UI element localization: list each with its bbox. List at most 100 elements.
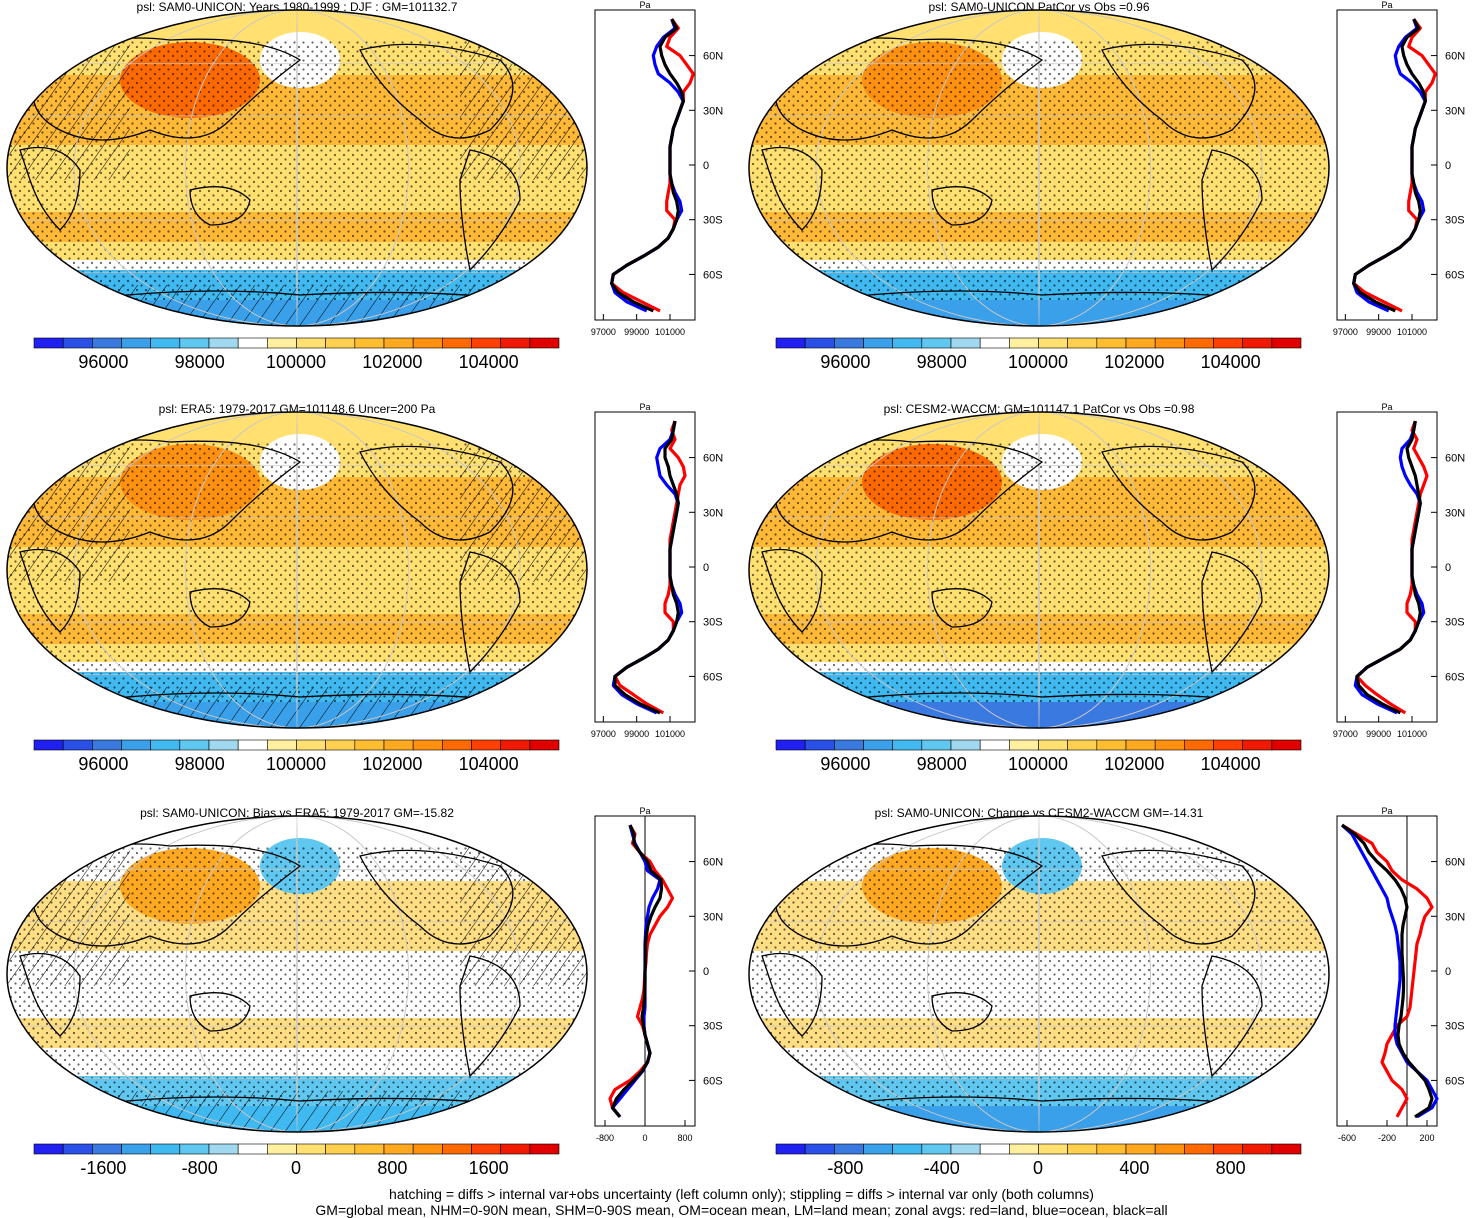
colorbar-swatch xyxy=(500,337,531,349)
graticule-meridian xyxy=(296,10,298,326)
stippling-overlay xyxy=(749,846,1329,1106)
hatching-overlay-south xyxy=(7,1091,587,1132)
coastline-africa xyxy=(761,146,823,231)
colorbar-swatch xyxy=(383,739,414,751)
chart-title: psl: SAM0-UNICON PatCor vs Obs =0.96 xyxy=(928,0,1149,14)
profile-line-all xyxy=(610,18,685,313)
colorbar-swatch xyxy=(775,739,806,751)
colorbar-swatch xyxy=(1038,337,1068,349)
colorbar-swatch xyxy=(1009,739,1039,751)
profile-xtick-label: 99000 xyxy=(624,729,649,739)
colorbar-swatch xyxy=(863,739,893,751)
colorbar-tick-label: 98000 xyxy=(175,352,225,372)
colorbar-swatch xyxy=(179,739,210,751)
colorbar-swatch xyxy=(62,337,93,349)
profile-ytick-label: 0 xyxy=(1445,966,1451,978)
map-field xyxy=(749,412,1329,728)
coastlines xyxy=(19,37,521,301)
profile-xtick-label: 101000 xyxy=(655,729,685,739)
coastline-antarctica xyxy=(79,1096,521,1107)
coastline-africa xyxy=(761,548,823,633)
colorbar-swatch xyxy=(179,337,210,349)
profile-ytick-label: 60N xyxy=(703,51,723,63)
chart-panel-3: psl: ERA5: 1979-2017 GM=101148.6 Uncer=2… xyxy=(6,402,723,774)
colorbar: 96000 98000 100000 102000 104000 xyxy=(775,337,1302,372)
colorbar-swatch xyxy=(500,1143,531,1155)
colorbar-swatch xyxy=(1038,739,1068,751)
profile-unit-label: Pa xyxy=(639,806,650,816)
colorbar-swatch xyxy=(1184,739,1214,751)
coastline-antarctica xyxy=(79,290,521,301)
graticule-meridian xyxy=(1038,816,1040,1132)
graticule-meridian xyxy=(815,412,1263,728)
map-border xyxy=(6,9,588,327)
profile-ytick-label: 0 xyxy=(703,966,709,978)
colorbar-swatch xyxy=(1154,1143,1185,1155)
colorbar-tick-label: 800 xyxy=(1216,1158,1246,1178)
coastline-north-america xyxy=(1101,445,1256,541)
profile-xtick-label: 101000 xyxy=(1397,729,1427,739)
colorbar-swatch xyxy=(412,337,443,349)
profile-frame xyxy=(1336,411,1438,723)
colorbar-swatch xyxy=(775,337,806,349)
colorbar-tick-label: -800 xyxy=(182,1158,218,1178)
coastline-south-america xyxy=(1201,149,1263,272)
chart-title: psl: SAM0-UNICON: Years 1980-1999 : DJF … xyxy=(137,0,458,14)
colorbar-tick-label: 96000 xyxy=(78,754,128,774)
profile-ytick-label: 30S xyxy=(1445,1021,1465,1033)
stippling-overlay xyxy=(749,442,1329,702)
colorbar-swatch xyxy=(1271,739,1302,751)
coastline-australia xyxy=(931,186,993,226)
colorbar-swatch xyxy=(92,337,122,349)
map-border xyxy=(6,411,588,729)
colorbar-swatch xyxy=(354,1143,385,1155)
coastline-australia xyxy=(189,992,251,1032)
graticule-meridian xyxy=(927,412,1151,728)
profile-ytick-label: 0 xyxy=(1445,160,1451,172)
map xyxy=(748,9,1330,327)
colorbar-swatch xyxy=(121,739,151,751)
profile-unit-label: Pa xyxy=(639,0,650,10)
colorbar-swatch xyxy=(471,739,501,751)
coastline-australia xyxy=(931,588,993,628)
panel-1: psl: SAM0-UNICON: Years 1980-1999 : DJF … xyxy=(0,0,741,400)
profile-ytick-label: 30S xyxy=(1445,617,1465,629)
profile-xtick-label: 101000 xyxy=(1397,327,1427,337)
profile-xtick-label: 99000 xyxy=(1366,327,1391,337)
map xyxy=(6,411,588,729)
colorbar-swatch xyxy=(62,1143,93,1155)
colorbar-swatch xyxy=(1184,1143,1214,1155)
graticule-meridian xyxy=(185,10,409,326)
profile-unit-label: Pa xyxy=(1381,806,1392,816)
colorbar-swatch xyxy=(1096,739,1127,751)
colorbar-swatch xyxy=(179,1143,210,1155)
colorbar-swatch xyxy=(296,337,326,349)
colorbar-swatch xyxy=(1096,337,1127,349)
colorbar-swatch xyxy=(1125,739,1156,751)
coastline-australia xyxy=(931,992,993,1032)
colorbar-swatch xyxy=(471,337,501,349)
graticule-meridian xyxy=(1038,412,1040,728)
map-field xyxy=(7,412,587,728)
profile-ytick-label: 0 xyxy=(1445,562,1451,574)
colorbar-swatch xyxy=(237,337,268,349)
colorbar-swatch xyxy=(1067,739,1098,751)
hatching-overlay-west xyxy=(7,816,130,986)
colorbar-tick-label: 0 xyxy=(291,1158,301,1178)
map-field xyxy=(7,816,587,1132)
colorbar-swatch xyxy=(921,739,952,751)
colorbar-tick-label: 104000 xyxy=(459,352,519,372)
coastline-antarctica xyxy=(821,692,1263,703)
colorbar-swatch xyxy=(834,1143,864,1155)
profile-ytick-label: 30N xyxy=(1445,105,1465,117)
colorbar-swatch xyxy=(471,1143,501,1155)
colorbar-swatch xyxy=(208,337,239,349)
profile-ytick-label: 60S xyxy=(703,1075,723,1087)
colorbar-swatch xyxy=(1009,337,1039,349)
coastline-north-america xyxy=(1101,43,1256,139)
profile-ytick-label: 60S xyxy=(703,671,723,683)
coastline-eurasia xyxy=(32,37,302,141)
colorbar-tick-label: 104000 xyxy=(1201,352,1261,372)
profile-line-all xyxy=(613,420,680,715)
chart-title: psl: ERA5: 1979-2017 GM=101148.6 Uncer=2… xyxy=(159,402,436,416)
